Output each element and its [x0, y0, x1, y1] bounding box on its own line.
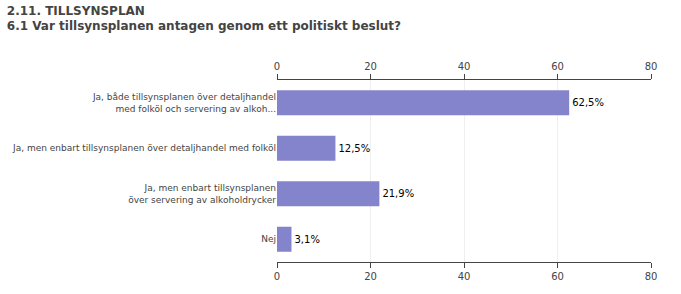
- svg-text:80: 80: [645, 271, 658, 282]
- svg-text:Nej: Nej: [261, 234, 276, 244]
- svg-text:20: 20: [364, 271, 377, 282]
- svg-text:80: 80: [645, 61, 658, 72]
- svg-text:62,5%: 62,5%: [572, 97, 604, 108]
- svg-text:12,5%: 12,5%: [338, 143, 370, 154]
- svg-text:60: 60: [551, 271, 564, 282]
- svg-text:Ja, både tillsynsplanen över d: Ja, både tillsynsplanen över detaljhande…: [92, 92, 276, 114]
- svg-text:Ja, men enbart tillsynsplanen: Ja, men enbart tillsynsplanen över detal…: [12, 143, 276, 153]
- svg-text:60: 60: [551, 61, 564, 72]
- svg-text:40: 40: [458, 61, 471, 72]
- svg-text:20: 20: [364, 61, 377, 72]
- svg-text:40: 40: [458, 271, 471, 282]
- svg-text:Ja, men enbart tillsynsplanenö: Ja, men enbart tillsynsplanenöver server…: [128, 183, 276, 205]
- svg-text:2.11. TILLSYNSPLAN6.1 Var till: 2.11. TILLSYNSPLAN6.1 Var tillsynsplanen…: [7, 4, 401, 34]
- svg-text:21,9%: 21,9%: [382, 188, 414, 199]
- svg-text:3,1%: 3,1%: [294, 234, 319, 245]
- svg-text:0: 0: [274, 271, 280, 282]
- svg-text:0: 0: [274, 61, 280, 72]
